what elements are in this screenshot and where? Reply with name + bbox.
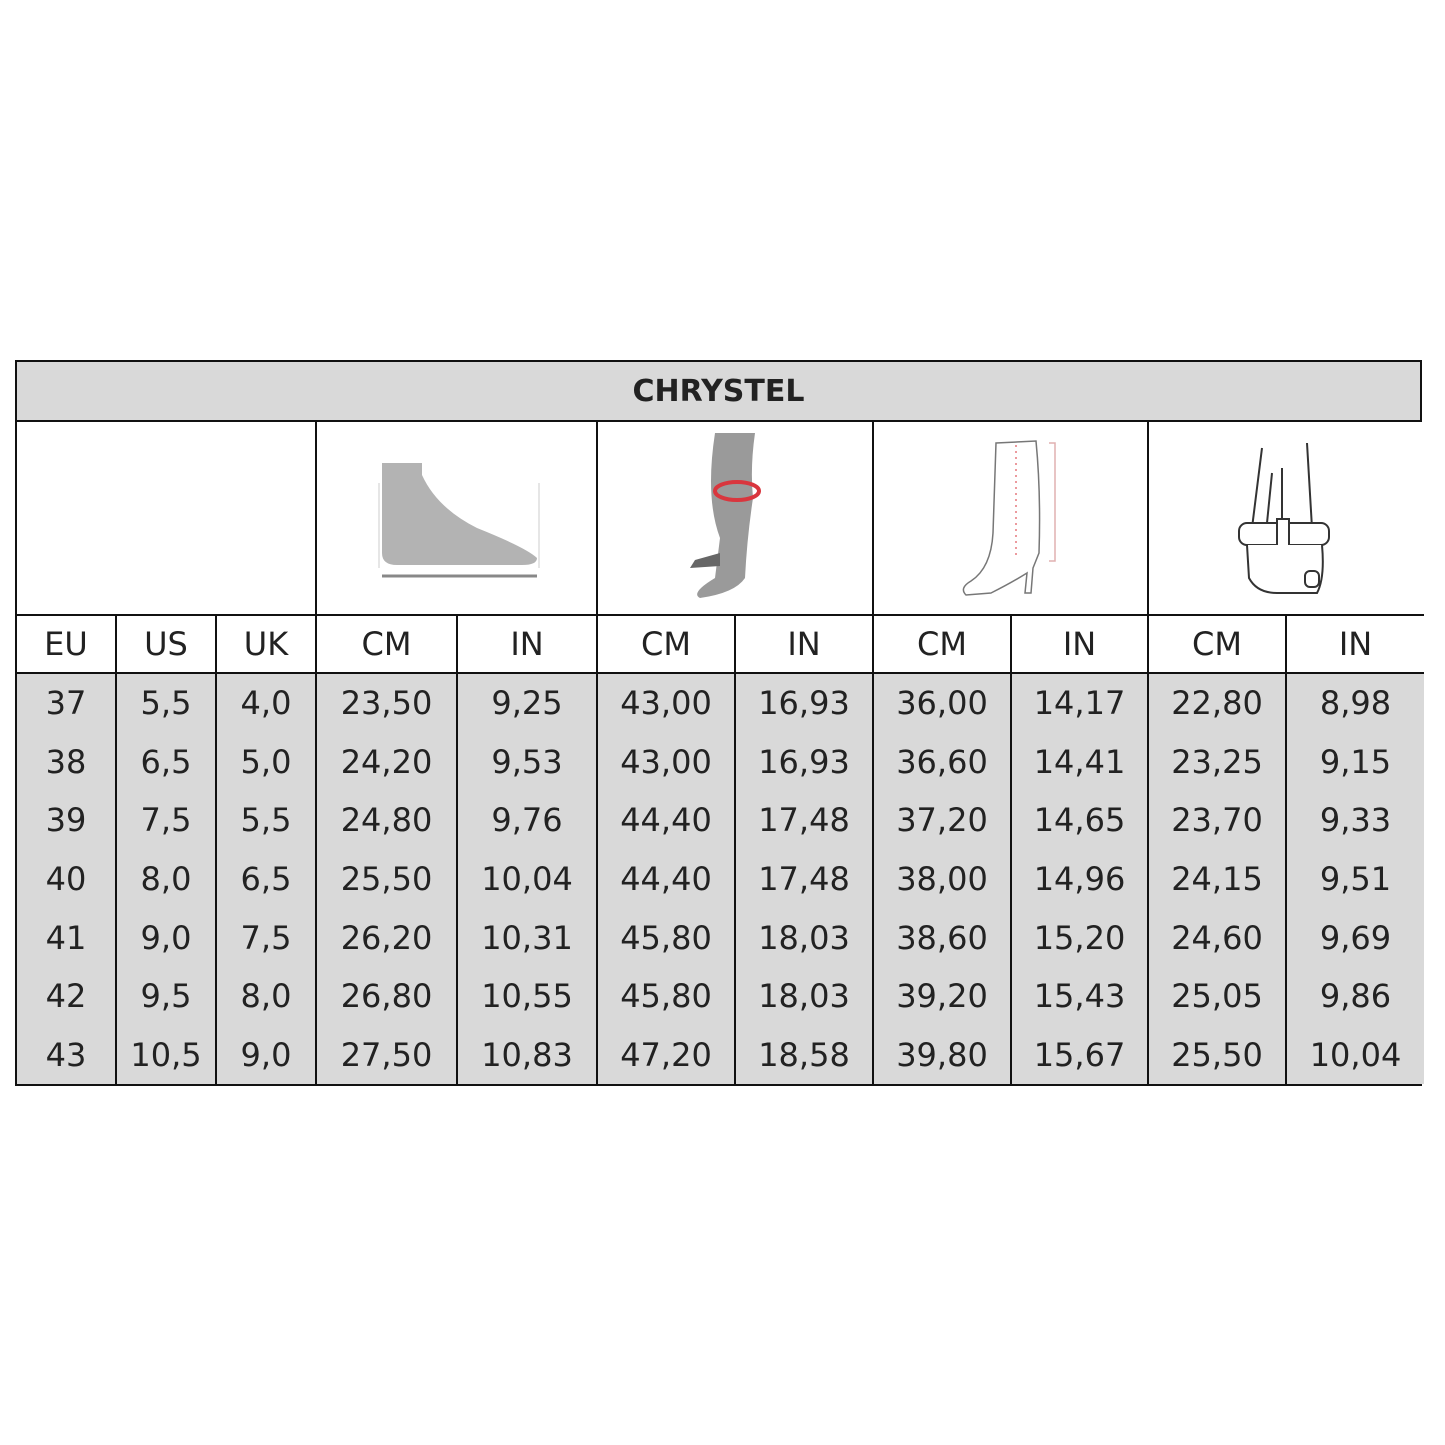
- table-cell: 42: [17, 966, 117, 1026]
- column-header-eu: EU: [17, 616, 117, 674]
- table-cell: 27,50: [317, 1025, 458, 1085]
- table-cell: 17,48: [736, 849, 874, 909]
- table-cell: 9,0: [217, 1025, 317, 1085]
- table-cell: 26,80: [317, 966, 458, 1026]
- column-header-cm: CM: [317, 616, 458, 674]
- table-cell: 39,20: [874, 966, 1012, 1026]
- table-cell: 14,96: [1012, 849, 1149, 909]
- table-cell: 14,41: [1012, 732, 1149, 792]
- table-cell: 9,5: [117, 966, 217, 1026]
- foot-length-icon: [317, 422, 598, 616]
- table-cell: 25,50: [317, 849, 458, 909]
- table-cell: 45,80: [598, 966, 736, 1026]
- table-cell: 23,70: [1149, 791, 1287, 850]
- table-cell: 6,5: [117, 732, 217, 792]
- table-cell: 36,00: [874, 674, 1012, 733]
- table-cell: 25,05: [1149, 966, 1287, 1026]
- column-header-in: IN: [1012, 616, 1149, 674]
- table-cell: 47,20: [598, 1025, 736, 1085]
- table-cell: 26,20: [317, 908, 458, 967]
- table-cell: 44,40: [598, 849, 736, 909]
- table-cell: 10,5: [117, 1025, 217, 1085]
- table-cell: 25,50: [1149, 1025, 1287, 1085]
- chart-title: CHRYSTEL: [17, 362, 1420, 422]
- table-cell: 9,0: [117, 908, 217, 967]
- column-header-uk: UK: [217, 616, 317, 674]
- table-cell: 5,0: [217, 732, 317, 792]
- table-cell: 38,60: [874, 908, 1012, 967]
- table-cell: 45,80: [598, 908, 736, 967]
- table-cell: 9,15: [1287, 732, 1424, 792]
- foot-width-icon: [1149, 422, 1424, 616]
- table-cell: 10,83: [458, 1025, 598, 1085]
- table-cell: 7,5: [117, 791, 217, 850]
- table-cell: 9,33: [1287, 791, 1424, 850]
- icon-row: [17, 422, 1424, 616]
- column-header-cm: CM: [874, 616, 1012, 674]
- table-cell: 10,31: [458, 908, 598, 967]
- table-cell: 23,25: [1149, 732, 1287, 792]
- table-cell: 39,80: [874, 1025, 1012, 1085]
- table-cell: 18,03: [736, 966, 874, 1026]
- table-cell: 43,00: [598, 674, 736, 733]
- table-cell: 9,86: [1287, 966, 1424, 1026]
- column-header-in: IN: [736, 616, 874, 674]
- column-header-us: US: [117, 616, 217, 674]
- table-cell: 8,0: [217, 966, 317, 1026]
- table-cell: 24,20: [317, 732, 458, 792]
- table-cell: 38: [17, 732, 117, 792]
- calf-circumference-icon: [598, 422, 874, 616]
- table-cell: 9,51: [1287, 849, 1424, 909]
- boot-shaft-height-icon: [874, 422, 1149, 616]
- column-header-in: IN: [1287, 616, 1424, 674]
- table-cell: 9,69: [1287, 908, 1424, 967]
- table-cell: 8,98: [1287, 674, 1424, 733]
- table-cell: 43,00: [598, 732, 736, 792]
- table-cell: 22,80: [1149, 674, 1287, 733]
- empty-cell: [17, 422, 317, 616]
- table-cell: 39: [17, 791, 117, 850]
- table-cell: 37,20: [874, 791, 1012, 850]
- table-cell: 5,5: [117, 674, 217, 733]
- table-cell: 4,0: [217, 674, 317, 733]
- table-cell: 6,5: [217, 849, 317, 909]
- table-cell: 5,5: [217, 791, 317, 850]
- table-cell: 44,40: [598, 791, 736, 850]
- column-header-in: IN: [458, 616, 598, 674]
- table-cell: 37: [17, 674, 117, 733]
- table-cell: 15,20: [1012, 908, 1149, 967]
- table-cell: 14,65: [1012, 791, 1149, 850]
- table-cell: 16,93: [736, 674, 874, 733]
- table-cell: 24,80: [317, 791, 458, 850]
- table-cell: 43: [17, 1025, 117, 1085]
- table-cell: 15,67: [1012, 1025, 1149, 1085]
- size-chart: CHRYSTEL: [15, 360, 1424, 1087]
- table-cell: 24,60: [1149, 908, 1287, 967]
- column-header-cm: CM: [1149, 616, 1287, 674]
- table-cell: 10,04: [1287, 1025, 1424, 1085]
- size-table: EU US UK CM IN CM IN CM IN CM IN 37 5,5 4,0 23,50 9,25 4…: [17, 616, 1424, 1085]
- table-cell: 9,76: [458, 791, 598, 850]
- table-cell: 40: [17, 849, 117, 909]
- table-cell: 10,04: [458, 849, 598, 909]
- table-cell: 15,43: [1012, 966, 1149, 1026]
- table-cell: 41: [17, 908, 117, 967]
- table-cell: 14,17: [1012, 674, 1149, 733]
- table-cell: 10,55: [458, 966, 598, 1026]
- column-header-cm: CM: [598, 616, 736, 674]
- table-cell: 18,03: [736, 908, 874, 967]
- table-cell: 38,00: [874, 849, 1012, 909]
- table-cell: 16,93: [736, 732, 874, 792]
- table-cell: 36,60: [874, 732, 1012, 792]
- table-cell: 7,5: [217, 908, 317, 967]
- table-cell: 8,0: [117, 849, 217, 909]
- table-cell: 9,25: [458, 674, 598, 733]
- table-cell: 17,48: [736, 791, 874, 850]
- table-cell: 23,50: [317, 674, 458, 733]
- table-cell: 9,53: [458, 732, 598, 792]
- table-cell: 24,15: [1149, 849, 1287, 909]
- table-cell: 18,58: [736, 1025, 874, 1085]
